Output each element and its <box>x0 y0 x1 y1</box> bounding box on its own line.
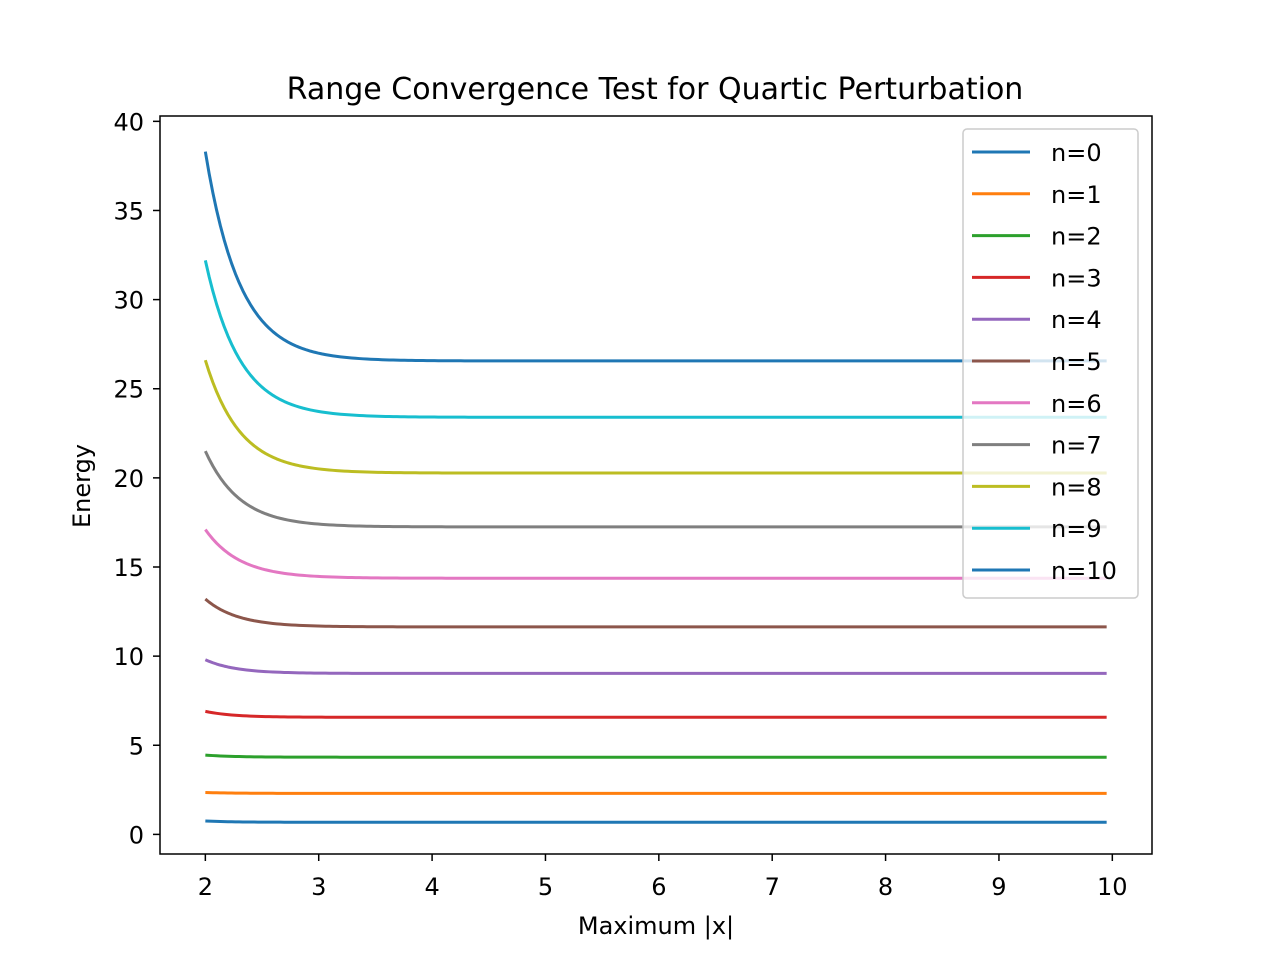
legend-label: n=6 <box>1051 390 1102 418</box>
y-tick-label: 5 <box>129 732 144 760</box>
x-tick-label: 4 <box>424 873 439 901</box>
x-axis: 2 3 4 5 6 7 8 9 10 <box>198 854 1128 901</box>
series-line-n=4 <box>204 658 1107 675</box>
series-line-n=5 <box>204 597 1107 629</box>
y-tick-label: 35 <box>113 197 144 225</box>
y-axis: 0 5 10 15 20 25 30 35 40 <box>113 108 160 849</box>
series-line-n=7 <box>203 450 1107 529</box>
x-tick-label: 5 <box>538 873 553 901</box>
legend-box <box>962 128 1139 599</box>
series-line-n=3 <box>205 709 1107 719</box>
y-tick-label: 20 <box>113 465 144 493</box>
legend-label: n=9 <box>1051 515 1102 543</box>
y-tick-label: 30 <box>113 287 144 315</box>
x-tick-label: 2 <box>198 873 213 901</box>
chart-title: Range Convergence Test for Quartic Pertu… <box>287 72 1024 107</box>
legend-items: n=0 n=1 n=2 n=3 n=4 n=5 n=6 n=7 n=8 n=9 n=10 <box>972 139 1117 585</box>
series-line-n=6 <box>204 528 1107 580</box>
x-tick-label: 10 <box>1097 873 1128 901</box>
legend-label: n=10 <box>1051 557 1117 585</box>
x-axis-label: Maximum |x| <box>578 912 734 940</box>
series-line-n=0 <box>205 819 1107 824</box>
series-line-n=10 <box>203 151 1107 363</box>
legend-label: n=2 <box>1051 223 1102 251</box>
y-tick-label: 40 <box>113 108 144 136</box>
legend-label: n=7 <box>1051 432 1102 460</box>
x-tick-label: 6 <box>651 873 666 901</box>
legend: n=0 n=1 n=2 n=3 n=4 n=5 n=6 n=7 n=8 n=9 n=10 <box>962 128 1139 599</box>
series-line-n=9 <box>203 260 1107 419</box>
y-tick-label: 25 <box>113 376 144 404</box>
legend-label: n=5 <box>1051 348 1102 376</box>
series-group <box>203 151 1107 824</box>
x-tick-label: 8 <box>878 873 893 901</box>
plot-frame <box>159 115 1153 855</box>
legend-label: n=8 <box>1051 473 1102 501</box>
x-tick-label: 9 <box>991 873 1006 901</box>
legend-label: n=4 <box>1051 306 1102 334</box>
series-line-n=8 <box>203 359 1107 475</box>
series-line-n=2 <box>205 753 1107 759</box>
series-line-n=1 <box>205 791 1107 795</box>
legend-label: n=3 <box>1051 264 1102 292</box>
y-tick-label: 15 <box>113 554 144 582</box>
y-tick-label: 0 <box>129 821 144 849</box>
x-tick-label: 3 <box>311 873 326 901</box>
y-tick-label: 10 <box>113 643 144 671</box>
legend-label: n=1 <box>1051 181 1102 209</box>
x-tick-label: 7 <box>765 873 780 901</box>
y-axis-label: Energy <box>68 444 96 528</box>
legend-label: n=0 <box>1051 139 1102 167</box>
